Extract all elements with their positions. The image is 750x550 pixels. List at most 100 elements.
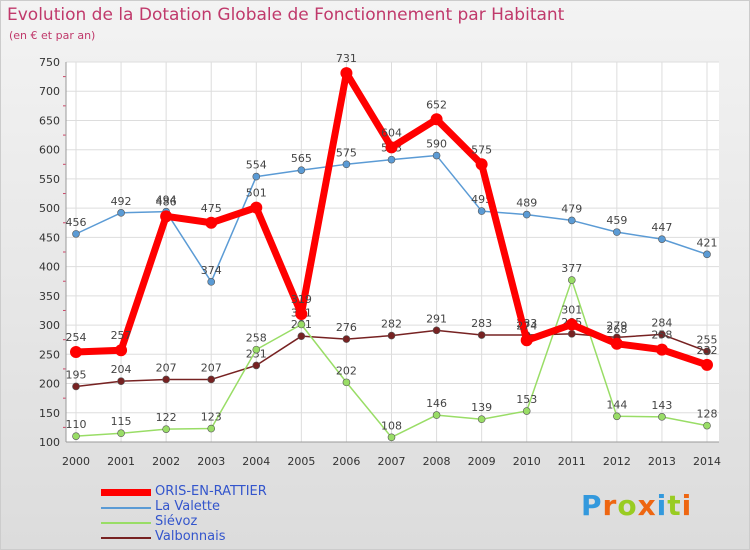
x-tick-label-2010: 2010 — [513, 455, 541, 468]
proxiti-logo: Proxiti — [581, 489, 692, 522]
data-point — [342, 160, 351, 169]
y-tick-label-700: 700 — [39, 85, 60, 98]
data-label: 421 — [697, 236, 718, 249]
data-point — [658, 413, 666, 421]
data-label: 489 — [516, 197, 537, 210]
data-point — [701, 358, 713, 371]
data-point — [72, 382, 80, 391]
data-label: 494 — [156, 194, 177, 207]
data-point — [387, 155, 396, 164]
data-point — [387, 433, 396, 442]
data-point — [613, 412, 621, 421]
data-point — [207, 375, 216, 384]
y-tick-label-650: 650 — [39, 114, 60, 127]
data-point — [297, 320, 306, 329]
data-point — [703, 250, 711, 259]
x-tick-label-2005: 2005 — [287, 455, 315, 468]
data-label: 456 — [66, 216, 87, 229]
data-label: 146 — [426, 397, 447, 410]
y-tick-label-250: 250 — [39, 348, 60, 361]
data-label: 231 — [246, 347, 267, 360]
logo-letter: r — [602, 489, 618, 522]
y-tick-label-350: 350 — [39, 290, 60, 303]
data-label: 492 — [111, 195, 132, 208]
data-label: 319 — [291, 293, 312, 306]
chart-subtitle: (en € et par an) — [9, 29, 96, 42]
data-label: 652 — [426, 98, 447, 111]
data-label: 377 — [561, 262, 582, 275]
data-point — [207, 424, 216, 433]
x-tick-label-2007: 2007 — [378, 455, 406, 468]
y-tick-label-550: 550 — [39, 173, 60, 186]
data-label: 604 — [381, 126, 402, 139]
data-point — [477, 207, 486, 215]
data-label: 554 — [246, 159, 267, 172]
data-point — [72, 230, 80, 238]
data-label: 459 — [606, 214, 627, 227]
data-point — [160, 210, 173, 223]
data-point — [567, 276, 576, 284]
data-point — [252, 361, 261, 370]
legend-swatch — [101, 507, 151, 509]
data-label: 207 — [156, 361, 177, 374]
data-point — [522, 210, 531, 219]
chart-title: Evolution de la Dotation Globale de Fonc… — [7, 5, 565, 25]
data-label: 565 — [291, 152, 312, 165]
data-label: 143 — [651, 399, 672, 412]
data-label: 122 — [156, 411, 177, 424]
data-point — [295, 307, 308, 320]
data-point — [567, 330, 576, 338]
x-tick-label-2003: 2003 — [197, 455, 225, 468]
data-label: 590 — [426, 138, 447, 151]
data-point — [297, 332, 306, 340]
data-label: 195 — [66, 368, 87, 381]
data-label: 115 — [111, 415, 132, 428]
data-point — [385, 141, 398, 154]
data-point — [205, 216, 218, 229]
data-point — [342, 335, 351, 343]
y-tick-label-200: 200 — [39, 378, 60, 391]
data-label: 258 — [246, 332, 267, 345]
data-label: 283 — [471, 317, 492, 330]
data-label: 575 — [336, 146, 357, 159]
y-tick-label-750: 750 — [39, 56, 60, 69]
y-tick-label-150: 150 — [39, 407, 60, 420]
data-point — [613, 228, 621, 236]
y-tick-label-600: 600 — [39, 144, 60, 157]
data-label: 276 — [336, 321, 357, 334]
y-tick-label-450: 450 — [39, 231, 60, 244]
legend-label: ORIS-EN-RATTIER — [155, 484, 267, 499]
data-label: 501 — [246, 187, 267, 200]
data-point — [432, 326, 441, 335]
data-point — [252, 345, 261, 354]
logo-letter: x — [637, 489, 657, 522]
data-point — [72, 432, 80, 440]
data-point — [520, 334, 533, 347]
data-point — [655, 343, 668, 356]
data-label: 284 — [651, 316, 672, 329]
data-label: 486 — [156, 195, 177, 208]
data-label: 123 — [201, 411, 222, 424]
data-label: 232 — [697, 344, 718, 357]
legend-label: Siévoz — [155, 514, 198, 529]
data-label: 153 — [516, 393, 537, 406]
data-point — [387, 331, 396, 340]
data-label: 279 — [606, 319, 627, 332]
data-point — [342, 378, 351, 387]
data-label: 257 — [111, 329, 132, 342]
data-label: 204 — [111, 363, 132, 376]
data-point — [658, 235, 666, 243]
data-label: 254 — [66, 331, 87, 344]
data-point — [207, 278, 216, 286]
data-label: 447 — [651, 221, 672, 234]
data-point — [252, 172, 261, 181]
data-point — [565, 318, 578, 331]
x-tick-label-2014: 2014 — [693, 455, 721, 468]
x-tick-label-2000: 2000 — [62, 455, 90, 468]
data-label: 291 — [426, 312, 447, 325]
data-label: 374 — [201, 264, 222, 277]
legend-swatch — [101, 489, 151, 496]
data-point — [703, 347, 711, 356]
